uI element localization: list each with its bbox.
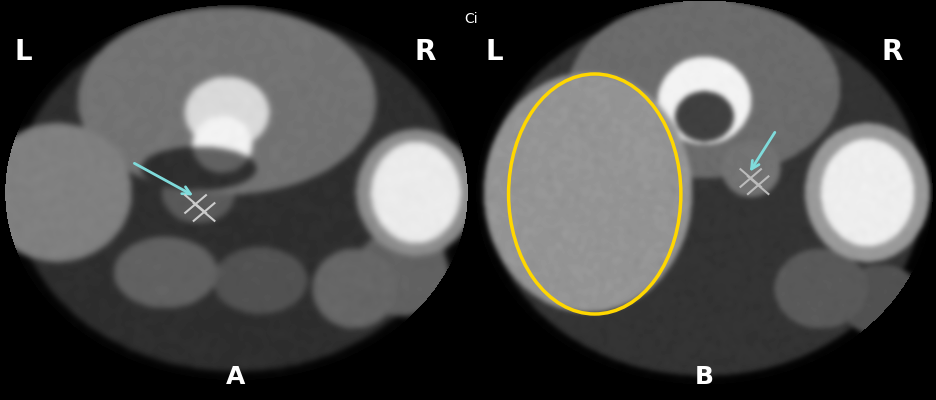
Text: A: A xyxy=(226,365,245,389)
Text: L: L xyxy=(485,38,503,66)
Text: L: L xyxy=(14,38,32,66)
Text: Ci: Ci xyxy=(464,12,477,26)
Text: R: R xyxy=(415,38,435,66)
Text: R: R xyxy=(880,38,901,66)
Text: B: B xyxy=(694,365,713,389)
